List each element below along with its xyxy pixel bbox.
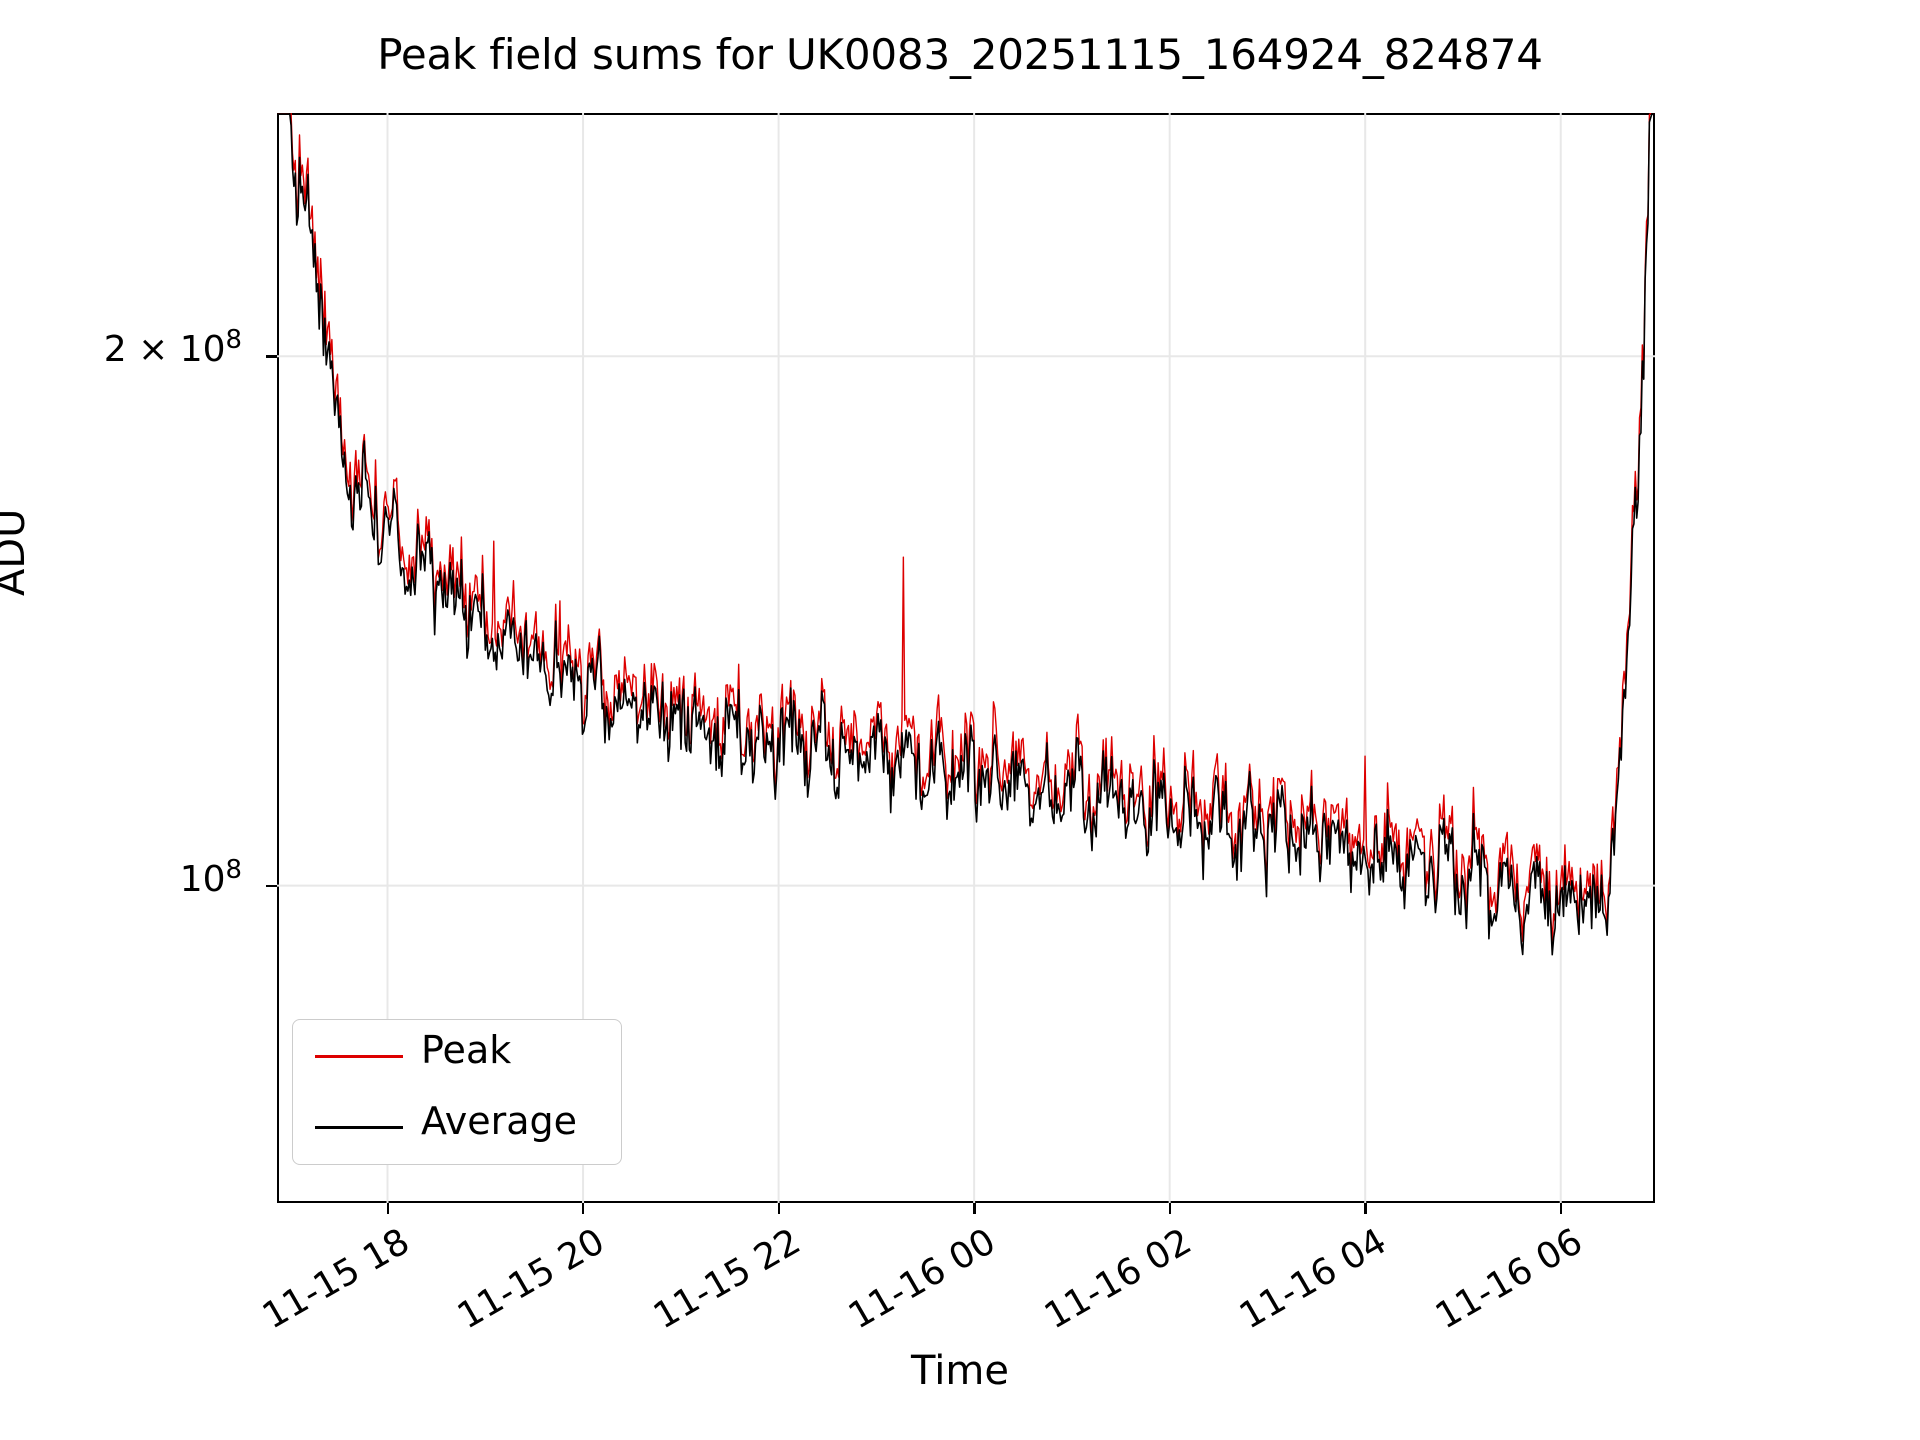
y-axis-label: ADU — [0, 508, 34, 596]
y-tick-exponent: 8 — [225, 854, 242, 885]
x-tick-mark — [1559, 1203, 1563, 1214]
legend-label: Peak — [421, 1028, 512, 1072]
y-tick-exponent: 8 — [225, 325, 242, 356]
y-tick-label: 2 × 108 — [103, 327, 242, 371]
legend-label: Average — [421, 1099, 578, 1143]
y-tick-label: 108 — [179, 857, 242, 900]
x-axis-label: Time — [911, 1348, 1009, 1394]
x-tick-mark — [582, 1203, 585, 1214]
x-tick-mark — [386, 1203, 389, 1214]
legend-item[interactable]: Peak — [293, 1020, 621, 1093]
y-tick-mark — [266, 884, 277, 888]
series-line-average — [277, 113, 1655, 955]
x-tick-mark — [1168, 1203, 1172, 1214]
legend: Peak Average — [292, 1019, 622, 1165]
page-title: Peak field sums for UK0083_20251115_1649… — [377, 30, 1543, 79]
series-line-peak — [277, 113, 1655, 941]
legend-swatch-average — [315, 1126, 403, 1129]
data-series-group — [277, 113, 1655, 955]
legend-swatch-peak — [315, 1055, 403, 1058]
x-tick-mark — [777, 1203, 780, 1214]
legend-item[interactable]: Average — [293, 1091, 621, 1164]
y-tick-mantissa: 2 × 10 — [103, 329, 226, 371]
x-tick-mark — [973, 1203, 976, 1214]
y-tick-mark — [266, 355, 277, 358]
x-tick-mark — [1364, 1203, 1367, 1214]
y-tick-mantissa: 10 — [179, 858, 226, 900]
